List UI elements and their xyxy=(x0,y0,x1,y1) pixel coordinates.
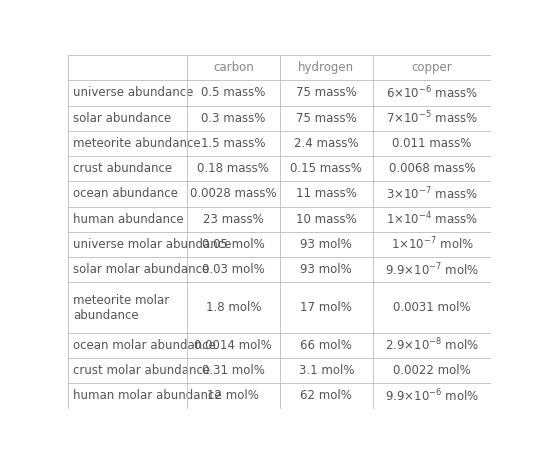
Text: 1.8 mol%: 1.8 mol% xyxy=(205,301,261,314)
Text: solar molar abundance: solar molar abundance xyxy=(73,263,210,276)
Text: 3.1 mol%: 3.1 mol% xyxy=(299,364,354,377)
Text: human abundance: human abundance xyxy=(73,213,184,226)
Text: 2.4 mass%: 2.4 mass% xyxy=(294,137,359,150)
Text: $6{\times}10^{-6}$ mass%: $6{\times}10^{-6}$ mass% xyxy=(386,84,478,101)
Text: ocean molar abundance: ocean molar abundance xyxy=(73,339,216,352)
Text: $1{\times}10^{-4}$ mass%: $1{\times}10^{-4}$ mass% xyxy=(386,211,478,228)
Text: 0.3 mass%: 0.3 mass% xyxy=(201,112,265,125)
Text: 0.03 mol%: 0.03 mol% xyxy=(202,263,265,276)
Text: 0.05 mol%: 0.05 mol% xyxy=(202,238,265,251)
Text: solar abundance: solar abundance xyxy=(73,112,171,125)
Text: 12 mol%: 12 mol% xyxy=(207,389,259,403)
Text: universe abundance: universe abundance xyxy=(73,86,194,100)
Text: 0.011 mass%: 0.011 mass% xyxy=(393,137,472,150)
Text: 0.0014 mol%: 0.0014 mol% xyxy=(194,339,272,352)
Text: 66 mol%: 66 mol% xyxy=(300,339,352,352)
Text: 0.31 mol%: 0.31 mol% xyxy=(202,364,265,377)
Text: copper: copper xyxy=(412,61,453,74)
Text: 0.5 mass%: 0.5 mass% xyxy=(201,86,265,100)
Text: 75 mass%: 75 mass% xyxy=(296,86,357,100)
Text: meteorite molar
abundance: meteorite molar abundance xyxy=(73,293,170,322)
Text: crust molar abundance: crust molar abundance xyxy=(73,364,210,377)
Text: 17 mol%: 17 mol% xyxy=(300,301,352,314)
Text: 62 mol%: 62 mol% xyxy=(300,389,352,403)
Text: universe molar abundance: universe molar abundance xyxy=(73,238,232,251)
Text: 0.0028 mass%: 0.0028 mass% xyxy=(190,187,277,201)
Text: $1{\times}10^{-7}$ mol%: $1{\times}10^{-7}$ mol% xyxy=(390,236,474,253)
Text: crust abundance: crust abundance xyxy=(73,162,173,175)
Text: 0.15 mass%: 0.15 mass% xyxy=(290,162,363,175)
Text: $3{\times}10^{-7}$ mass%: $3{\times}10^{-7}$ mass% xyxy=(386,185,478,202)
Text: $9.9{\times}10^{-7}$ mol%: $9.9{\times}10^{-7}$ mol% xyxy=(385,261,479,278)
Text: 1.5 mass%: 1.5 mass% xyxy=(201,137,265,150)
Text: $7{\times}10^{-5}$ mass%: $7{\times}10^{-5}$ mass% xyxy=(386,110,478,127)
Text: 93 mol%: 93 mol% xyxy=(300,238,352,251)
Text: 0.0031 mol%: 0.0031 mol% xyxy=(393,301,471,314)
Text: 0.18 mass%: 0.18 mass% xyxy=(197,162,269,175)
Text: carbon: carbon xyxy=(213,61,254,74)
Text: meteorite abundance: meteorite abundance xyxy=(73,137,201,150)
Text: 75 mass%: 75 mass% xyxy=(296,112,357,125)
Text: human molar abundance: human molar abundance xyxy=(73,389,222,403)
Text: 93 mol%: 93 mol% xyxy=(300,263,352,276)
Text: 10 mass%: 10 mass% xyxy=(296,213,357,226)
Text: 0.0022 mol%: 0.0022 mol% xyxy=(393,364,471,377)
Text: ocean abundance: ocean abundance xyxy=(73,187,178,201)
Text: $2.9{\times}10^{-8}$ mol%: $2.9{\times}10^{-8}$ mol% xyxy=(385,337,479,354)
Text: $9.9{\times}10^{-6}$ mol%: $9.9{\times}10^{-6}$ mol% xyxy=(385,387,479,404)
Text: 0.0068 mass%: 0.0068 mass% xyxy=(389,162,476,175)
Text: hydrogen: hydrogen xyxy=(298,61,354,74)
Text: 11 mass%: 11 mass% xyxy=(296,187,357,201)
Text: 23 mass%: 23 mass% xyxy=(203,213,264,226)
